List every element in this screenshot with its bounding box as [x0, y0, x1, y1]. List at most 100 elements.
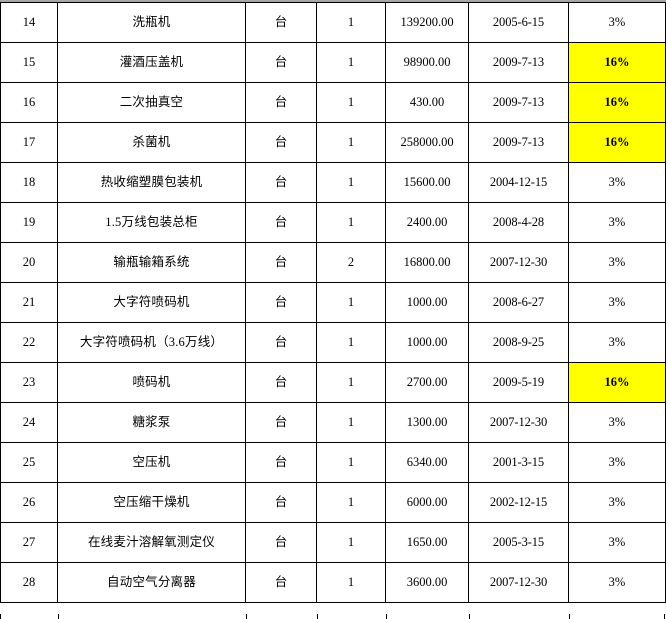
cell-amount[interactable]: 98900.00 [385, 42, 469, 83]
cell-unit[interactable]: 台 [245, 122, 317, 163]
cell-asset-name[interactable]: 糖浆泵 [57, 402, 246, 443]
cell-quantity[interactable]: 1 [316, 2, 386, 43]
cell-row-number[interactable]: 15 [0, 42, 58, 83]
cell-quantity[interactable]: 1 [316, 162, 386, 203]
table-row[interactable]: 18 热收缩塑膜包装机台 1 15600.00 2004-12-15 3% [0, 162, 666, 203]
cell-asset-name[interactable]: 1.5万线包装总柜 [57, 202, 246, 243]
cell-row-number[interactable]: 24 [0, 402, 58, 443]
cell-residual-rate[interactable]: 3% [568, 202, 666, 243]
cell-date[interactable]: 2005-3-15 [468, 522, 569, 563]
cell-amount[interactable]: 6340.00 [385, 442, 469, 483]
cell-row-number[interactable]: 22 [0, 322, 58, 363]
cell-quantity[interactable]: 1 [316, 122, 386, 163]
cell-residual-rate[interactable]: 3% [568, 442, 666, 483]
cell-asset-name[interactable]: 自动空气分离器 [57, 562, 246, 603]
table-row[interactable]: 28 自动空气分离器台 1 3600.00 2007-12-30 3% [0, 562, 666, 603]
cell-unit[interactable]: 台 [245, 322, 317, 363]
cell-unit[interactable]: 台 [245, 242, 317, 283]
cell-row-number[interactable]: 20 [0, 242, 58, 283]
cell-row-number[interactable]: 27 [0, 522, 58, 563]
cell-asset-name[interactable]: 输瓶输箱系统 [57, 242, 246, 283]
cell-quantity[interactable]: 1 [316, 562, 386, 603]
cell-amount[interactable]: 6000.00 [385, 482, 469, 523]
cell-quantity[interactable]: 1 [316, 282, 386, 323]
table-row[interactable]: 23 喷码机台 1 2700.00 2009-5-19 16% [0, 362, 666, 403]
cell-residual-rate[interactable]: 3% [568, 242, 666, 283]
table-row[interactable]: 21 大字符喷码机台 1 1000.00 2008-6-27 3% [0, 282, 666, 323]
cell-quantity[interactable]: 1 [316, 82, 386, 123]
cell-unit[interactable]: 台 [245, 42, 317, 83]
cell-date[interactable]: 2007-12-30 [468, 242, 569, 283]
cell-residual-rate[interactable]: 16% [568, 42, 666, 83]
cell-amount[interactable]: 15600.00 [385, 162, 469, 203]
table-row[interactable]: 20 输瓶输箱系统台 2 16800.00 2007-12-30 3% [0, 242, 666, 283]
cell-date[interactable]: 2009-5-19 [468, 362, 569, 403]
cell-date[interactable]: 2007-12-30 [468, 562, 569, 603]
cell-date[interactable]: 2005-6-15 [468, 2, 569, 43]
cell-asset-name[interactable]: 灌酒压盖机 [57, 42, 246, 83]
cell-residual-rate[interactable]: 16% [568, 362, 666, 403]
cell-amount[interactable]: 16800.00 [385, 242, 469, 283]
cell-date[interactable]: 2002-12-15 [468, 482, 569, 523]
cell-asset-name[interactable]: 热收缩塑膜包装机 [57, 162, 246, 203]
cell-residual-rate[interactable]: 3% [568, 322, 666, 363]
table-row[interactable]: 14 洗瓶机台 1 139200.00 2005-6-15 3% [0, 2, 666, 43]
cell-date[interactable]: 2007-12-30 [468, 402, 569, 443]
cell-quantity[interactable]: 1 [316, 42, 386, 83]
table-row[interactable]: 24 糖浆泵台 1 1300.00 2007-12-30 3% [0, 402, 666, 443]
cell-residual-rate[interactable]: 3% [568, 562, 666, 603]
cell-row-number[interactable]: 17 [0, 122, 58, 163]
table-row[interactable]: 22 大字符喷码机（3.6万线）台 1 1000.00 2008-9-25 3% [0, 322, 666, 363]
cell-unit[interactable]: 台 [245, 482, 317, 523]
cell-residual-rate[interactable]: 3% [568, 282, 666, 323]
cell-residual-rate[interactable]: 3% [568, 2, 666, 43]
cell-row-number[interactable]: 18 [0, 162, 58, 203]
cell-date[interactable]: 2008-9-25 [468, 322, 569, 363]
cell-asset-name[interactable]: 大字符喷码机（3.6万线） [57, 322, 246, 363]
cell-date[interactable]: 2004-12-15 [468, 162, 569, 203]
cell-date[interactable]: 2009-7-13 [468, 82, 569, 123]
cell-quantity[interactable]: 2 [316, 242, 386, 283]
table-row[interactable]: 15 灌酒压盖机台 1 98900.00 2009-7-13 16% [0, 42, 666, 83]
cell-row-number[interactable]: 25 [0, 442, 58, 483]
cell-row-number[interactable]: 23 [0, 362, 58, 403]
cell-residual-rate[interactable]: 16% [568, 122, 666, 163]
cell-asset-name[interactable]: 二次抽真空 [57, 82, 246, 123]
cell-row-number[interactable]: 14 [0, 2, 58, 43]
cell-residual-rate[interactable]: 3% [568, 162, 666, 203]
cell-asset-name[interactable]: 在线麦汁溶解氧测定仪 [57, 522, 246, 563]
cell-quantity[interactable]: 1 [316, 202, 386, 243]
cell-unit[interactable]: 台 [245, 202, 317, 243]
table-row[interactable]: 26 空压缩干燥机台 1 6000.00 2002-12-15 3% [0, 482, 666, 523]
cell-amount[interactable]: 1000.00 [385, 322, 469, 363]
cell-unit[interactable]: 台 [245, 162, 317, 203]
table-row[interactable]: 27 在线麦汁溶解氧测定仪台 1 1650.00 2005-3-15 3% [0, 522, 666, 563]
cell-amount[interactable]: 258000.00 [385, 122, 469, 163]
cell-date[interactable]: 2008-4-28 [468, 202, 569, 243]
cell-date[interactable]: 2009-7-13 [468, 122, 569, 163]
cell-residual-rate[interactable]: 3% [568, 522, 666, 563]
cell-asset-name[interactable]: 空压缩干燥机 [57, 482, 246, 523]
cell-asset-name[interactable]: 杀菌机 [57, 122, 246, 163]
cell-row-number[interactable]: 16 [0, 82, 58, 123]
cell-asset-name[interactable]: 空压机 [57, 442, 246, 483]
cell-amount[interactable]: 1300.00 [385, 402, 469, 443]
table-row[interactable]: 16 二次抽真空台 1 430.00 2009-7-13 16% [0, 82, 666, 123]
cell-residual-rate[interactable]: 3% [568, 482, 666, 523]
cell-residual-rate[interactable]: 16% [568, 82, 666, 123]
cell-quantity[interactable]: 1 [316, 522, 386, 563]
cell-quantity[interactable]: 1 [316, 442, 386, 483]
table-row[interactable]: 19 1.5万线包装总柜台 1 2400.00 2008-4-28 3% [0, 202, 666, 243]
cell-row-number[interactable]: 21 [0, 282, 58, 323]
cell-row-number[interactable]: 28 [0, 562, 58, 603]
cell-residual-rate[interactable]: 3% [568, 402, 666, 443]
cell-unit[interactable]: 台 [245, 82, 317, 123]
cell-asset-name[interactable]: 洗瓶机 [57, 2, 246, 43]
cell-row-number[interactable]: 19 [0, 202, 58, 243]
cell-unit[interactable]: 台 [245, 282, 317, 323]
cell-quantity[interactable]: 1 [316, 362, 386, 403]
table-row[interactable]: 25 空压机台 1 6340.00 2001-3-15 3% [0, 442, 666, 483]
cell-amount[interactable]: 2700.00 [385, 362, 469, 403]
cell-date[interactable]: 2001-3-15 [468, 442, 569, 483]
cell-unit[interactable]: 台 [245, 2, 317, 43]
